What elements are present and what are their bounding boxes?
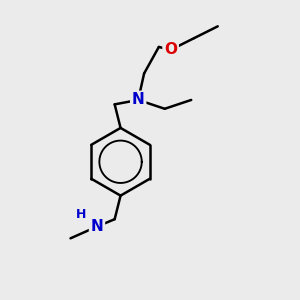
Text: H: H [76,208,86,221]
Text: N: N [91,219,103,234]
Text: N: N [132,92,145,107]
Text: O: O [164,42,177,57]
